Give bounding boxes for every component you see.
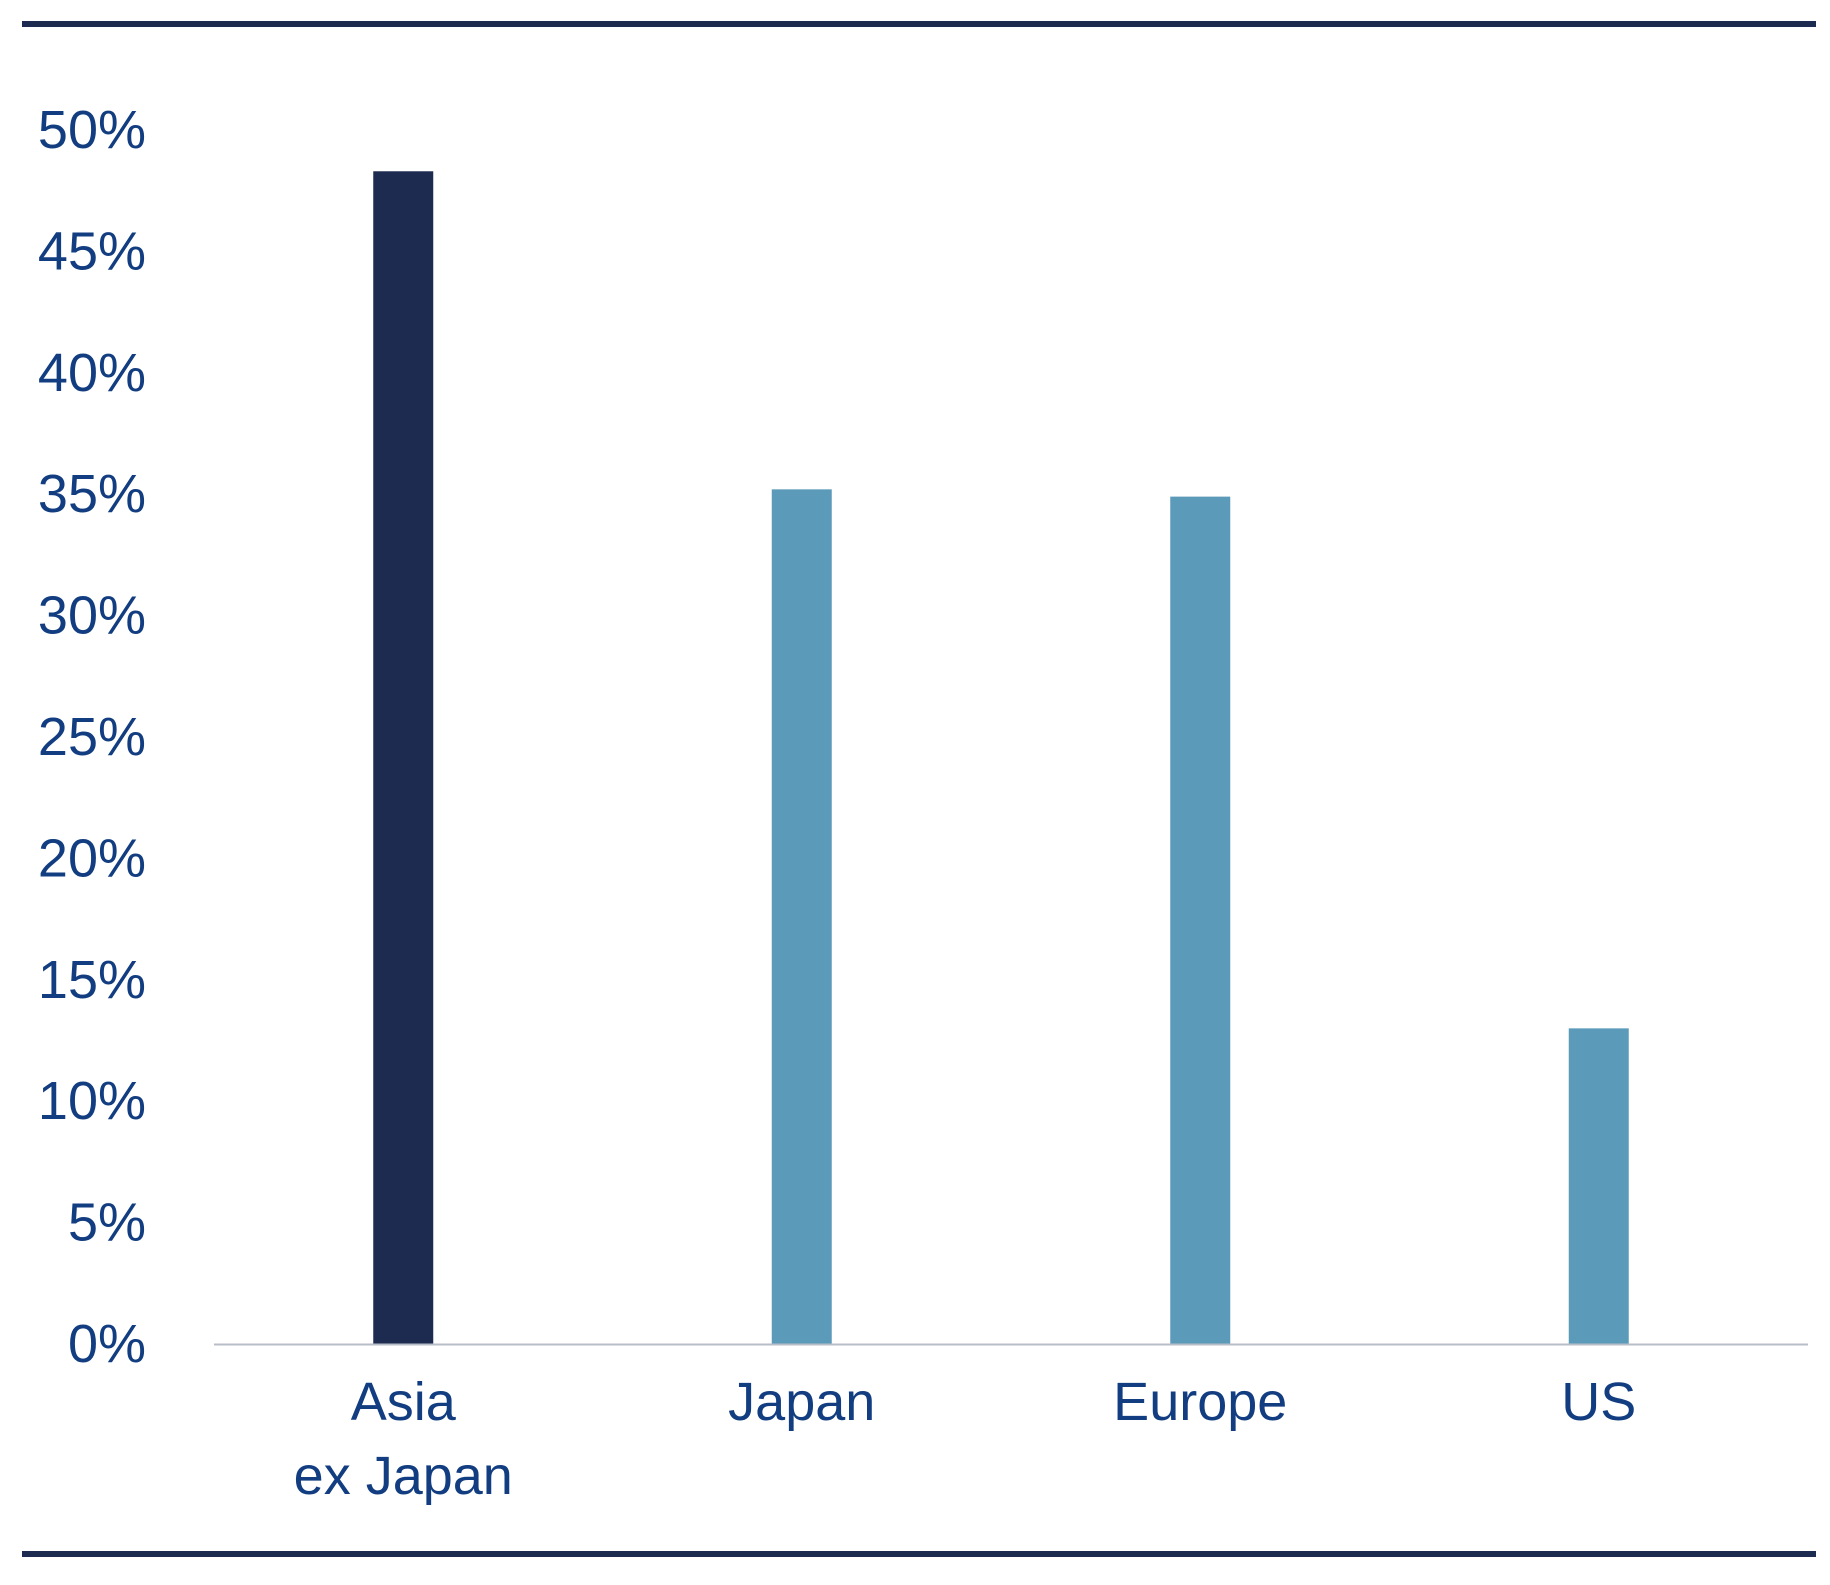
y-tick-label: 50% xyxy=(38,100,146,160)
bar xyxy=(373,171,434,1344)
y-tick-label: 20% xyxy=(38,828,146,888)
x-tick-label: US xyxy=(1561,1372,1636,1432)
x-tick-label: Japan xyxy=(728,1372,875,1432)
y-tick-label: 5% xyxy=(68,1193,146,1253)
x-tick-label: Asia xyxy=(351,1372,457,1432)
bars xyxy=(373,171,1629,1344)
x-tick-label: Europe xyxy=(1113,1372,1287,1432)
y-tick-label: 30% xyxy=(38,586,146,646)
y-tick-label: 25% xyxy=(38,707,146,767)
y-axis-tick-labels: 0% 5% 10% 15% 20% 25% 30% 35% 40% 45% 50% xyxy=(38,100,146,1374)
bar xyxy=(1568,1028,1629,1344)
y-tick-label: 10% xyxy=(38,1071,146,1131)
bar xyxy=(1170,496,1231,1344)
y-tick-label: 15% xyxy=(38,950,146,1010)
bar xyxy=(771,489,832,1344)
y-tick-label: 35% xyxy=(38,464,146,524)
y-tick-label: 0% xyxy=(68,1314,146,1374)
y-tick-label: 40% xyxy=(38,343,146,403)
x-tick-label: ex Japan xyxy=(294,1446,513,1506)
x-axis-category-labels: Asia ex Japan Japan Europe US xyxy=(294,1372,1637,1506)
y-tick-label: 45% xyxy=(38,221,146,281)
